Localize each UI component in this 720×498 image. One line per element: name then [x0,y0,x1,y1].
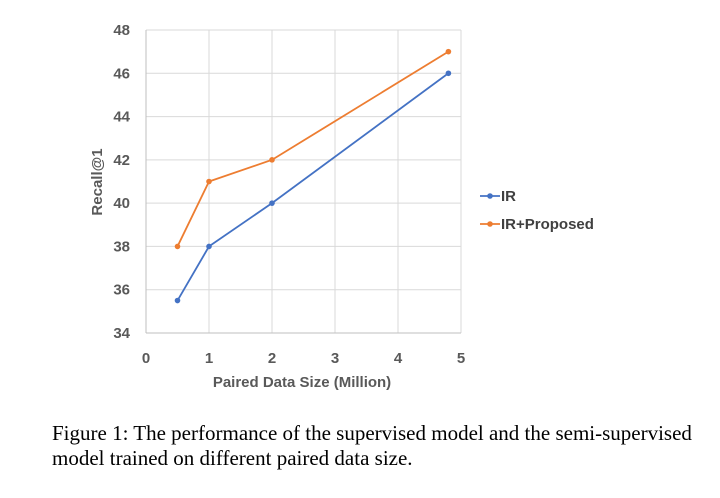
data-point [269,157,275,163]
grid-lines [146,29,462,333]
x-tick-label: 5 [457,350,465,367]
data-point [445,70,452,77]
axes [145,30,461,334]
y-tick-label: 38 [113,238,130,255]
legend-label: IR [501,188,516,205]
legend-item: IR+Proposed [480,216,594,233]
y-tick-label: 34 [113,325,130,342]
legend-swatch-marker [487,221,493,227]
y-tick-label: 40 [113,195,130,212]
y-tick-label: 44 [113,109,130,126]
x-tick-label: 4 [394,350,403,367]
data-point [174,297,181,304]
y-tick-label: 42 [113,152,130,169]
series-line-ir-proposed [176,50,449,247]
data-point [206,243,212,250]
y-tick-label: 48 [113,22,130,39]
data-point [445,48,452,55]
y-tick-label: 36 [113,282,130,299]
x-tick-labels: 0 1 2 3 4 5 [142,350,465,367]
x-tick-label: 0 [142,350,150,367]
legend-item: IR [480,188,516,205]
x-axis-label: Paired Data Size (Million) [213,374,391,391]
figure-caption: Figure 1: The performance of the supervi… [52,421,692,470]
data-point [269,200,275,206]
legend: IR IR+Proposed [480,188,594,233]
data-point [206,178,212,185]
x-tick-label: 2 [268,350,276,367]
legend-label: IR+Proposed [501,216,594,233]
series-lines [174,48,452,304]
legend-swatch-marker [487,193,493,199]
x-tick-label: 1 [205,350,213,367]
y-tick-labels: 34 36 38 40 42 44 46 48 [113,22,130,342]
data-point [174,243,181,250]
x-tick-label: 3 [331,350,339,367]
series-line-ir [176,72,449,301]
y-axis-label: Recall@1 [89,148,106,215]
y-tick-label: 46 [113,65,130,82]
